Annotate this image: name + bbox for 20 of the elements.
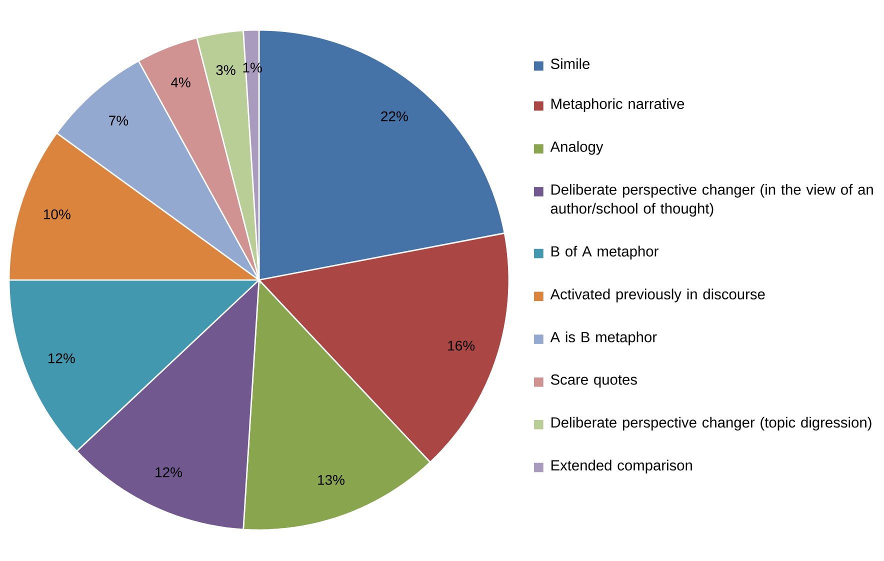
- data-label: 3%: [216, 65, 236, 76]
- data-label: 12%: [48, 353, 75, 364]
- legend-label: B of A metaphor: [551, 246, 658, 260]
- legend-label: Analogy: [550, 141, 604, 155]
- legend-label: Scare quotes: [550, 374, 637, 388]
- data-label: 10%: [44, 209, 70, 220]
- data-label: 22%: [381, 111, 408, 122]
- legend-label: Simile: [550, 58, 590, 70]
- legend-label: Deliberate perspective changer (in the view of an author/school of thought): [550, 184, 873, 217]
- legend-label: Deliberate perspective changer (topic digression): [551, 416, 872, 431]
- legend-label: A is B metaphor: [550, 332, 657, 346]
- data-label: 16%: [448, 340, 475, 351]
- legend-label: Metaphoric narrative: [551, 98, 684, 112]
- data-label: 4%: [170, 78, 190, 88]
- data-label: 13%: [318, 475, 344, 485]
- data-label: 1%: [243, 62, 262, 73]
- legend-label: Extended comparison: [551, 460, 692, 474]
- legend-label: Activated previously in discourse: [550, 288, 765, 302]
- data-label: 12%: [156, 467, 182, 478]
- data-label: 7%: [109, 116, 128, 126]
